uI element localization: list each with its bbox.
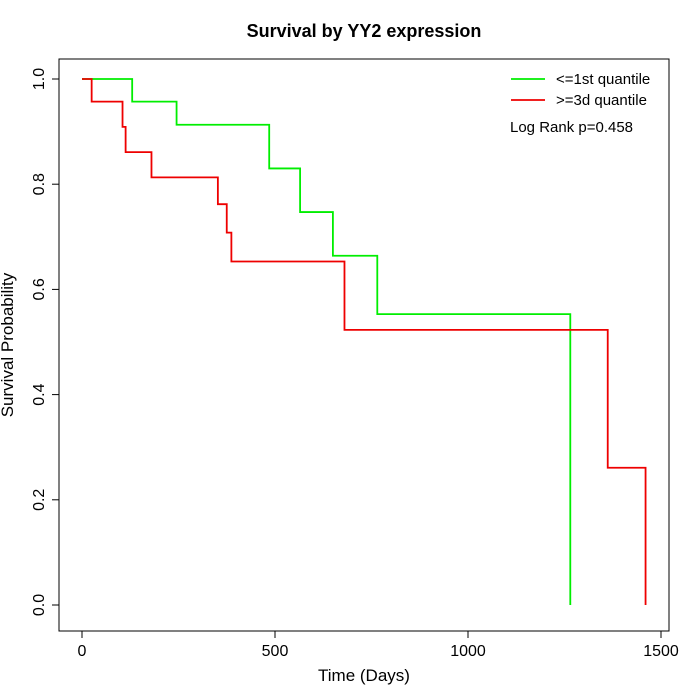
x-axis-label: Time (Days) <box>318 666 410 685</box>
x-tick-label: 1500 <box>643 643 679 660</box>
y-tick-label: 0.2 <box>31 489 48 511</box>
survival-curves <box>82 78 647 605</box>
survival-curve-1 <box>82 78 572 605</box>
chart-title: Survival by YY2 expression <box>247 21 482 41</box>
x-axis: 0 500 1000 1500 <box>78 630 679 660</box>
y-tick-label: 0.8 <box>31 173 48 195</box>
x-tick-label: 1000 <box>450 643 486 660</box>
legend-label-1: <=1st quantile <box>556 71 650 88</box>
x-tick-label: 0 <box>78 643 87 660</box>
y-tick-label: 1.0 <box>31 68 48 90</box>
y-tick-label: 0.4 <box>31 383 48 405</box>
plot-frame <box>58 58 670 632</box>
survival-curve-2 <box>82 78 647 605</box>
y-tick-label: 0.6 <box>31 278 48 300</box>
y-tick-label: 0.0 <box>31 594 48 616</box>
legend-label-2: >=3d quantile <box>556 92 647 109</box>
y-axis-label: Survival Probability <box>0 272 17 417</box>
log-rank-annotation: Log Rank p=0.458 <box>510 119 633 136</box>
legend: <=1st quantile >=3d quantile <box>511 71 650 109</box>
y-axis: 0.0 0.2 0.4 0.6 0.8 1.0 <box>31 68 60 616</box>
x-tick-label: 500 <box>262 643 289 660</box>
